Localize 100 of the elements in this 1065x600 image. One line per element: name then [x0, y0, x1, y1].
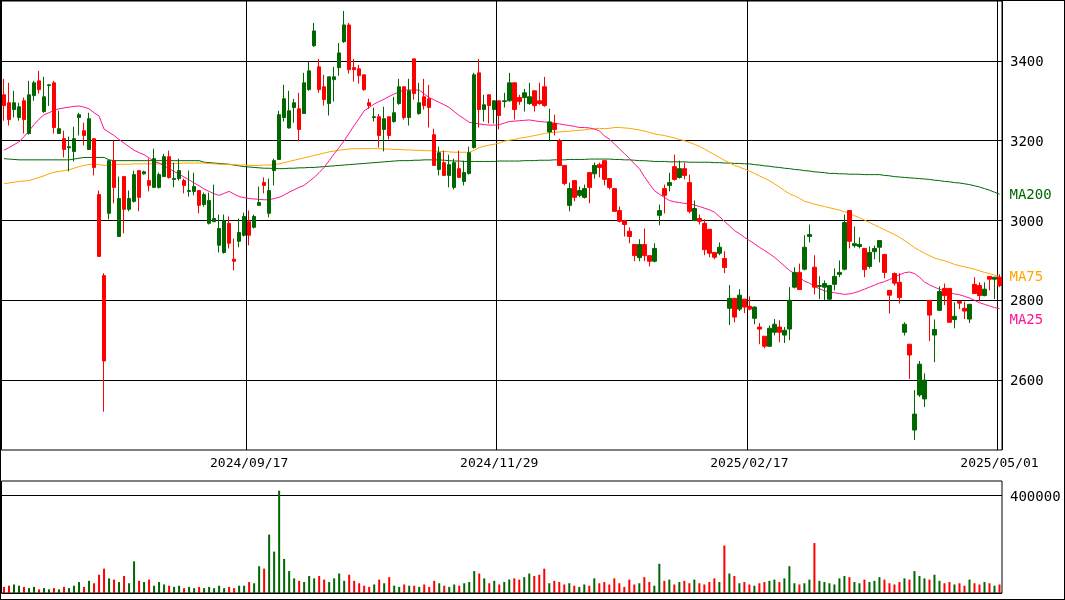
bar	[53, 588, 56, 593]
candlestick	[137, 170, 141, 212]
bar	[378, 579, 381, 593]
candlestick	[397, 78, 401, 106]
bar	[313, 578, 316, 593]
bar	[213, 588, 216, 593]
candlestick	[777, 319, 782, 343]
bar	[668, 579, 671, 593]
bar	[868, 582, 871, 593]
candlestick	[592, 162, 597, 180]
bar	[358, 583, 361, 593]
y-tick-label: 3000	[1010, 212, 1044, 229]
bar	[518, 579, 521, 593]
candlestick	[267, 178, 271, 218]
bar	[788, 566, 791, 593]
bar	[653, 585, 656, 593]
bar	[883, 579, 886, 593]
bar	[778, 582, 781, 593]
bar	[728, 573, 731, 593]
bar	[28, 588, 31, 593]
bar	[403, 584, 406, 593]
bar	[983, 582, 986, 593]
candlestick	[117, 176, 121, 237]
bar	[488, 583, 491, 593]
bar	[308, 575, 311, 593]
bar	[148, 579, 151, 593]
bar	[353, 580, 356, 593]
bar	[193, 588, 196, 593]
candlestick	[432, 128, 436, 166]
bar	[458, 585, 461, 593]
bar	[78, 582, 81, 593]
candlestick	[652, 242, 657, 263]
bar	[108, 578, 111, 593]
candlestick	[872, 245, 877, 260]
candlestick	[587, 172, 592, 204]
candlestick	[627, 226, 632, 244]
bar	[923, 578, 926, 593]
candlestick	[797, 263, 802, 291]
bar	[168, 585, 171, 593]
bar	[738, 583, 741, 593]
bar	[468, 582, 471, 593]
bar	[718, 582, 721, 593]
bar	[538, 574, 541, 593]
candlestick	[37, 70, 41, 95]
candlestick	[62, 130, 66, 158]
bar	[513, 578, 516, 593]
y-tick-label: 400000	[1010, 487, 1061, 504]
candlestick	[407, 78, 411, 127]
candlestick	[122, 176, 126, 234]
bar	[503, 582, 506, 593]
bar	[443, 585, 446, 593]
bar	[533, 575, 536, 593]
candlestick	[737, 288, 742, 312]
bar	[938, 580, 941, 593]
candlestick	[937, 285, 942, 312]
bar	[253, 583, 256, 593]
bar	[523, 577, 526, 593]
bar	[473, 571, 476, 593]
candlestick	[862, 247, 867, 278]
bar	[88, 580, 91, 593]
bar	[113, 579, 116, 593]
candlestick	[377, 113, 381, 148]
bar	[808, 579, 811, 593]
bar	[318, 575, 321, 593]
bar	[598, 583, 601, 593]
candlestick	[672, 154, 677, 182]
candlestick	[197, 190, 201, 214]
candlestick	[957, 301, 962, 310]
bar	[688, 583, 691, 593]
bar	[703, 584, 706, 593]
candlestick	[147, 158, 151, 192]
bar	[603, 582, 606, 593]
candlestick	[387, 116, 391, 140]
bar	[228, 586, 231, 593]
candlestick	[367, 98, 371, 110]
candlestick	[142, 170, 146, 176]
bar	[853, 582, 856, 593]
candlestick	[417, 82, 421, 116]
y-tick-label: 2800	[1010, 292, 1044, 309]
candlestick	[262, 176, 266, 194]
candlestick	[967, 303, 972, 324]
bar	[73, 585, 76, 593]
bar	[263, 568, 266, 593]
x-tick-label: 2024/11/29	[460, 455, 539, 470]
candlestick	[887, 289, 892, 314]
candlestick	[547, 108, 552, 142]
bar	[953, 584, 956, 593]
bar	[973, 583, 976, 593]
bar	[173, 586, 176, 593]
candlestick	[457, 150, 461, 178]
candlestick	[552, 114, 557, 136]
bar	[398, 586, 401, 593]
bar	[708, 582, 711, 593]
candlestick	[472, 72, 476, 150]
candlestick	[77, 112, 81, 136]
bar	[498, 584, 501, 593]
candlestick	[997, 273, 1002, 288]
bar	[448, 586, 451, 593]
bar	[478, 573, 481, 593]
bar	[828, 583, 831, 593]
